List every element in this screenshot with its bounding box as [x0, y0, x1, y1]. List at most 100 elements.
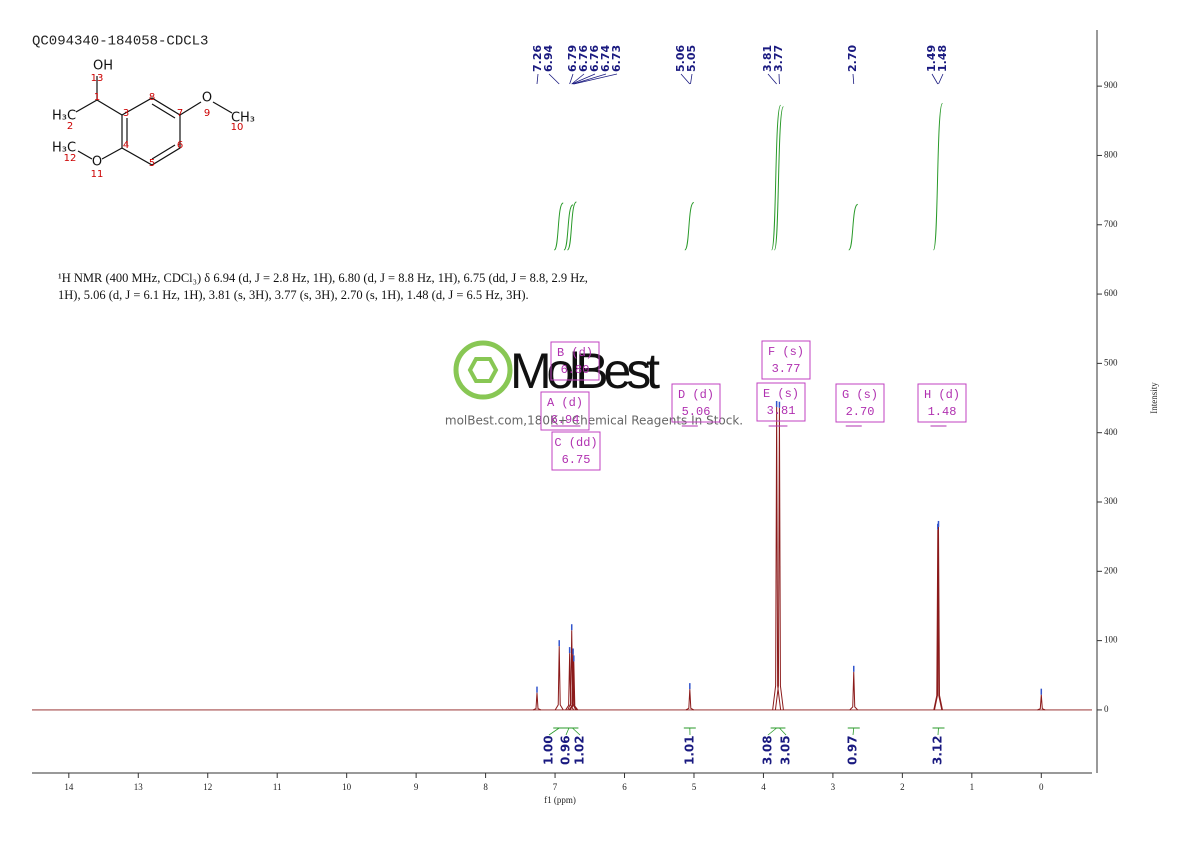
- multiplet-name: E (s): [763, 387, 799, 401]
- peak-label: 3.81: [761, 45, 774, 72]
- peak-label: 5.06: [674, 45, 687, 72]
- integral-curve: [553, 202, 564, 251]
- atom-label: CH₃: [231, 111, 255, 126]
- peak-label-connector: [680, 73, 691, 85]
- peak: [532, 692, 542, 711]
- y-tick-label: 300: [1104, 496, 1118, 506]
- multiplet-name: H (d): [924, 388, 960, 402]
- integral-curve: [771, 104, 782, 251]
- integral-connector: [779, 727, 787, 736]
- structure-bonds: [75, 76, 233, 166]
- peak: [933, 526, 943, 711]
- x-tick-label: 0: [1039, 782, 1044, 792]
- peak-label: 6.94: [542, 45, 555, 72]
- integral-label: 1.00: [542, 735, 556, 765]
- peak-label: 6.76: [577, 45, 590, 72]
- integral-connector: [565, 727, 570, 736]
- multiplet-box: [917, 383, 967, 423]
- x-tick-label: 12: [203, 782, 212, 792]
- multiplet-shift: 5.06: [682, 405, 711, 419]
- x-tick-label: 2: [900, 782, 905, 792]
- multiplet-shift: 6.94: [551, 413, 580, 427]
- y-tick-label: 500: [1104, 357, 1118, 367]
- atom-label: 5: [149, 158, 155, 169]
- peak-label: 5.05: [685, 45, 698, 72]
- peak-label: 6.74: [599, 45, 612, 72]
- peak-label-connector: [569, 73, 574, 85]
- atom-label: 8: [149, 92, 155, 103]
- integral-connector: [548, 727, 560, 736]
- atom-label: 13: [91, 73, 104, 84]
- peak-label-connector: [571, 73, 585, 85]
- x-tick-label: 3: [831, 782, 836, 792]
- x-tick-label: 1: [970, 782, 975, 792]
- x-tick-label: 8: [483, 782, 488, 792]
- y-tick-label: 600: [1104, 288, 1118, 298]
- integral-label: 3.08: [761, 735, 775, 765]
- nmr-description: 1H), 5.06 (d, J = 6.1 Hz, 1H), 3.81 (s, …: [58, 288, 529, 302]
- y-tick-label: 200: [1104, 565, 1118, 575]
- atom-label: 6: [177, 140, 183, 151]
- multiplet-name: F (s): [768, 345, 804, 359]
- sample-title: QC094340-184058-CDCL3: [32, 34, 208, 50]
- peak-label: 1.48: [936, 45, 949, 72]
- integral-label: 1.02: [573, 735, 587, 765]
- x-tick-label: 14: [64, 782, 74, 792]
- x-tick-label: 10: [342, 782, 352, 792]
- atom-label: 11: [91, 169, 104, 180]
- x-tick-label: 7: [553, 782, 558, 792]
- integral-connector: [852, 727, 855, 736]
- atom-label: 10: [231, 122, 244, 133]
- y-tick-label: 100: [1104, 635, 1118, 645]
- peak-label-connector: [690, 73, 693, 85]
- peak-label: 6.76: [588, 45, 601, 72]
- multiplet-box: [671, 383, 721, 423]
- y-tick-label: 700: [1104, 219, 1118, 229]
- integral-label: 3.05: [779, 735, 793, 765]
- x-tick-label: 11: [273, 782, 282, 792]
- nmr-description: ¹H NMR (400 MHz, CDCl₃) δ 6.94 (d, J = 2…: [58, 271, 588, 285]
- peak-label-connector: [767, 73, 777, 85]
- multiplet-box: [551, 431, 601, 471]
- integral-curve: [563, 204, 574, 251]
- peak-label-connector: [571, 73, 596, 85]
- y-tick-label: 800: [1104, 150, 1118, 160]
- x-tick-label: 4: [761, 782, 766, 792]
- atom-label: 7: [177, 108, 183, 119]
- multiplet-box: [835, 383, 885, 423]
- integral-curve: [684, 202, 695, 251]
- peak-label: 2.70: [846, 45, 859, 72]
- atom-label: O: [92, 155, 102, 170]
- atom-label: O: [202, 91, 212, 106]
- peak-label: 1.49: [925, 45, 938, 72]
- x-tick-label: 5: [692, 782, 697, 792]
- atom-label: 9: [204, 108, 210, 119]
- peak-label-connector: [572, 73, 607, 85]
- atom-label: H₃C: [52, 141, 76, 156]
- multiplet-shift: 6.75: [562, 453, 591, 467]
- peak-label-connector: [536, 73, 539, 85]
- peak-label-connector: [938, 73, 944, 85]
- x-tick-label: 9: [414, 782, 419, 792]
- y-tick-label: 0: [1104, 704, 1109, 714]
- multiplet-box: [761, 340, 811, 380]
- integral-label: 0.96: [559, 735, 573, 765]
- y-tick-label: 400: [1104, 427, 1118, 437]
- peak-label-connector: [573, 73, 618, 85]
- y-tick-label: 900: [1104, 80, 1118, 90]
- peak-label: 7.26: [531, 45, 544, 72]
- watermark-tagline: molBest.com,180K+ Chemical Reagents In S…: [445, 414, 743, 428]
- peak: [685, 689, 695, 711]
- multiplet-name: C (dd): [554, 436, 597, 450]
- multiplet-shift: 2.70: [846, 405, 875, 419]
- peak: [772, 407, 782, 710]
- multiplet-box: [756, 382, 806, 422]
- peak: [849, 671, 859, 711]
- peak-label: 6.79: [566, 45, 579, 72]
- multiplet-box: [550, 341, 600, 381]
- atom-label: 2: [67, 121, 73, 132]
- peak: [933, 529, 943, 711]
- y-axis-label: Intensity: [1149, 382, 1159, 414]
- multiplet-name: G (s): [842, 388, 878, 402]
- integral-curve: [773, 106, 784, 251]
